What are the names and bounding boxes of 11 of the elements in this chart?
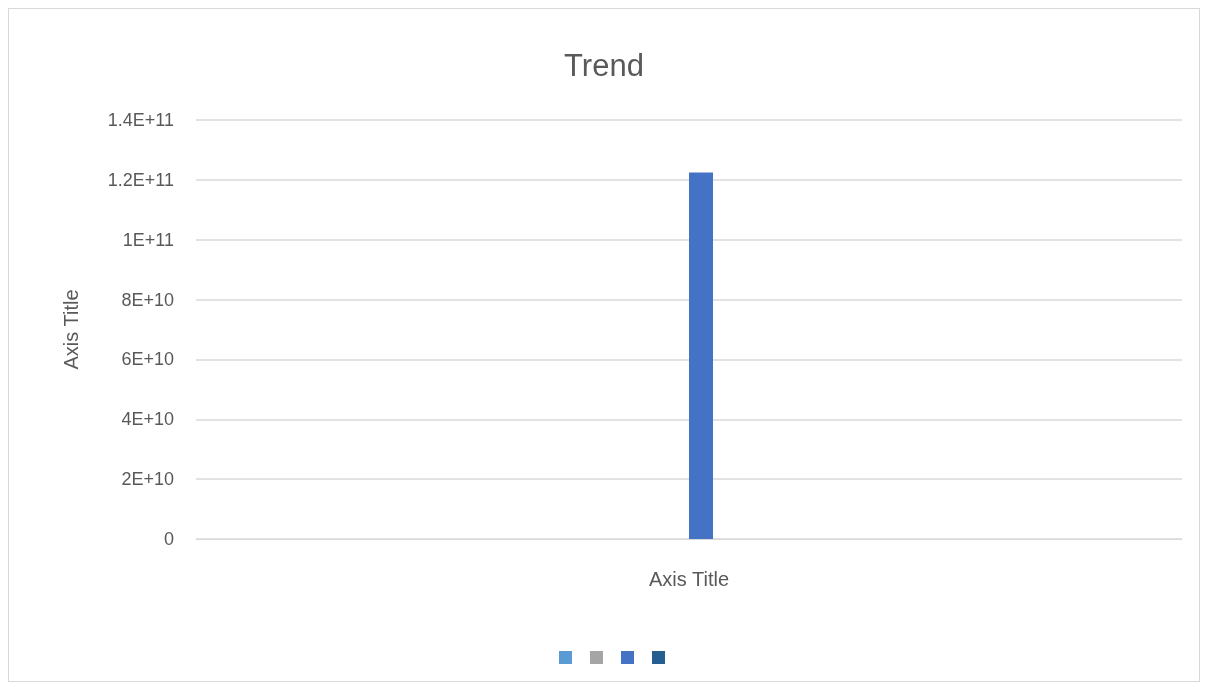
y-tick-label: 1.4E+11 bbox=[107, 110, 174, 130]
y-tick-label: 1.2E+11 bbox=[107, 169, 174, 190]
x-axis-title: Axis Title bbox=[648, 568, 730, 590]
y-axis-title: Axis Title bbox=[60, 289, 82, 370]
y-tick-label: 4E+10 bbox=[121, 409, 174, 430]
y-tick-label: 1E+11 bbox=[122, 229, 174, 250]
chart-title: Trend bbox=[564, 48, 644, 83]
y-tick-label: 8E+10 bbox=[121, 289, 174, 310]
y-tick-label: 6E+10 bbox=[121, 349, 174, 370]
y-tick-label: 2E+10 bbox=[121, 469, 174, 490]
y-tick-label: 0 bbox=[163, 529, 174, 549]
